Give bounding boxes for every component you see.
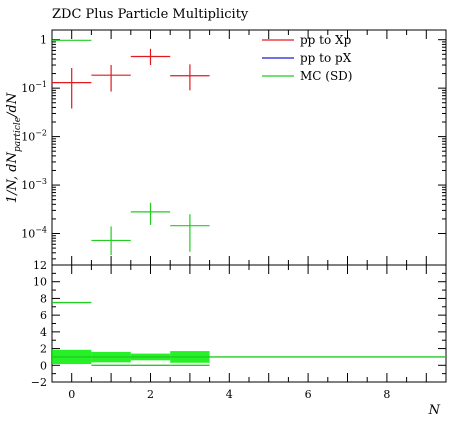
y-tick-label: 10−3 xyxy=(21,177,47,192)
ratio-panel-frame xyxy=(51,264,447,383)
ratio-x-axis: 0 2 4 6 8 xyxy=(68,265,447,401)
ratio-y-axis: −2 0 2 4 6 8 10 12 xyxy=(31,259,446,389)
ratio-y-tick-label: 8 xyxy=(40,292,47,305)
main-y-axis: 1 10−1 10−2 10−3 10−4 xyxy=(21,34,446,260)
main-x-ticks xyxy=(71,30,447,265)
x-tick-label: 2 xyxy=(147,388,154,401)
legend-label-mc-sd: MC (SD) xyxy=(300,69,353,83)
y-tick-label: 10−2 xyxy=(21,129,47,144)
ratio-y-tick-label: 10 xyxy=(33,276,47,289)
ratio-y-tick-label: 2 xyxy=(40,343,47,356)
y-tick-label: 10−4 xyxy=(21,226,47,241)
x-tick-label: 4 xyxy=(226,388,233,401)
chart-title: ZDC Plus Particle Multiplicity xyxy=(52,7,249,22)
series-marks xyxy=(52,39,210,256)
legend: pp to Xp pp to pX MC (SD) xyxy=(262,33,353,83)
x-axis-label: N xyxy=(428,403,441,418)
ratio-y-tick-label: 6 xyxy=(40,309,47,322)
legend-label-pp-to-px: pp to pX xyxy=(300,51,352,65)
x-tick-label: 6 xyxy=(305,388,312,401)
ratio-y-tick-label: 12 xyxy=(33,259,47,272)
y-axis-label: 1/N, dNparticle/dN xyxy=(5,92,23,203)
legend-label-pp-to-xp: pp to Xp xyxy=(300,33,352,47)
ratio-y-tick-label: −2 xyxy=(31,376,47,389)
ratio-y-tick-label: 4 xyxy=(40,326,47,339)
ratio-marks xyxy=(52,301,446,366)
y-tick-label: 10−1 xyxy=(21,80,47,95)
y-tick-label: 1 xyxy=(40,34,47,47)
ratio-y-tick-label: 0 xyxy=(40,359,47,372)
x-tick-label: 8 xyxy=(383,388,390,401)
x-tick-label: 0 xyxy=(68,388,75,401)
